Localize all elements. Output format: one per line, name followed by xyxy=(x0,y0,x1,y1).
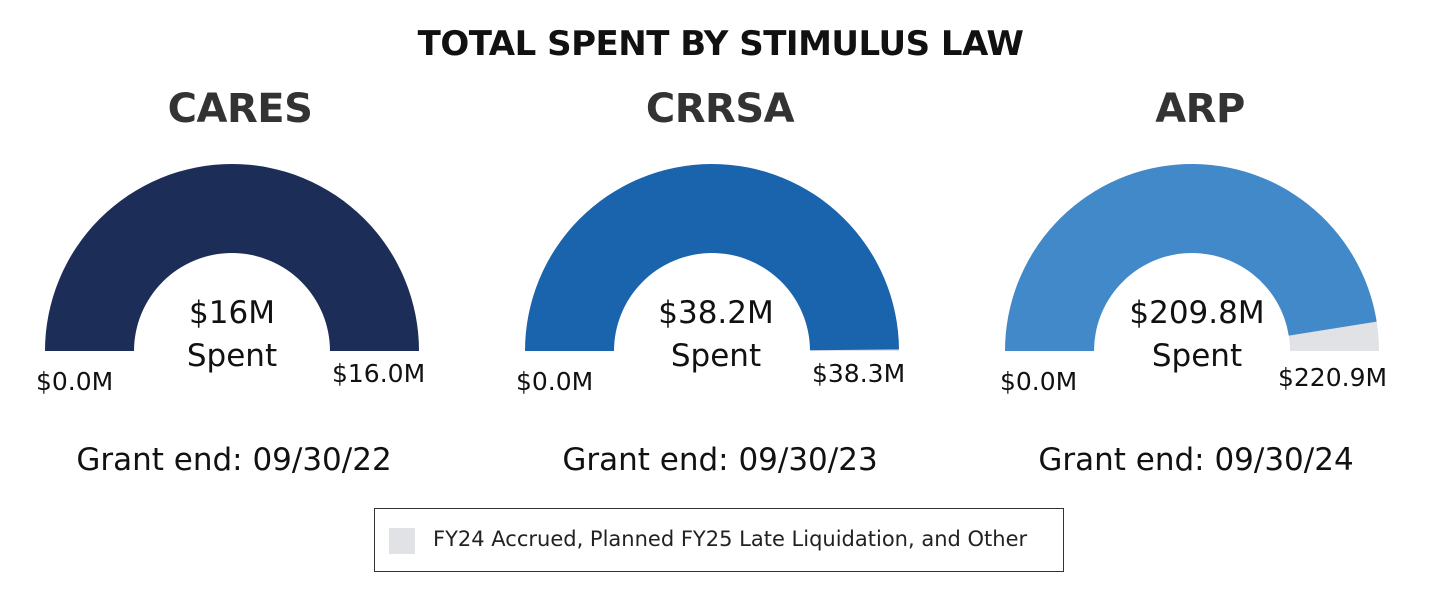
gauge-arp-spent-value: $209.8M xyxy=(1129,295,1265,331)
gauge-arp-center: $209.8M Spent xyxy=(1097,292,1297,378)
gauge-arp-max-label: $220.9M xyxy=(1278,363,1388,392)
chart-title: TOTAL SPENT BY STIMULUS LAW xyxy=(417,24,1024,64)
gauge-arp-min-label: $0.0M xyxy=(1000,367,1078,396)
gauge-crrsa-spent-label: Spent xyxy=(670,338,762,374)
gauge-crrsa-title: CRRSA xyxy=(645,86,795,132)
gauge-arp-spent-label: Spent xyxy=(1151,338,1243,374)
legend: FY24 Accrued, Planned FY25 Late Liquidat… xyxy=(374,508,1064,572)
gauge-crrsa-center: $38.2M Spent xyxy=(616,292,816,378)
gauge-cares-grant-end: Grant end: 09/30/22 xyxy=(76,442,392,478)
gauge-arp: ARP $209.8M Spent $0.0M $220.9M Grant en… xyxy=(960,80,1440,500)
legend-label: FY24 Accrued, Planned FY25 Late Liquidat… xyxy=(433,527,1028,551)
gauge-cares-svg xyxy=(45,164,419,351)
gauge-crrsa-spent-arc xyxy=(525,163,899,351)
gauge-arp-svg xyxy=(1005,164,1379,351)
gauge-crrsa: CRRSA $38.2M Spent $0.0M $38.3M Grant en… xyxy=(480,80,960,500)
gauge-arp-spent-arc xyxy=(1005,164,1377,351)
gauge-crrsa-svg xyxy=(525,163,899,351)
legend-swatch xyxy=(389,528,415,554)
gauge-arp-title: ARP xyxy=(1155,86,1245,132)
gauge-cares-spent-value: $16M xyxy=(189,295,275,331)
gauge-crrsa-min-label: $0.0M xyxy=(516,367,594,396)
gauge-cares-spent-arc xyxy=(45,164,419,351)
gauge-arp-grant-end: Grant end: 09/30/24 xyxy=(1038,442,1354,478)
gauge-cares-max-label: $16.0M xyxy=(332,359,426,388)
gauge-crrsa-max-label: $38.3M xyxy=(812,359,906,388)
gauge-cares-title: CARES xyxy=(167,86,313,132)
gauge-crrsa-spent-value: $38.2M xyxy=(658,295,774,331)
gauge-cares-min-label: $0.0M xyxy=(36,367,114,396)
gauge-cares: CARES $16M Spent $0.0M $16.0M Grant end:… xyxy=(0,80,480,500)
gauge-cares-spent-label: Spent xyxy=(186,338,278,374)
gauge-crrsa-grant-end: Grant end: 09/30/23 xyxy=(562,442,878,478)
gauge-cares-center: $16M Spent xyxy=(132,292,332,378)
